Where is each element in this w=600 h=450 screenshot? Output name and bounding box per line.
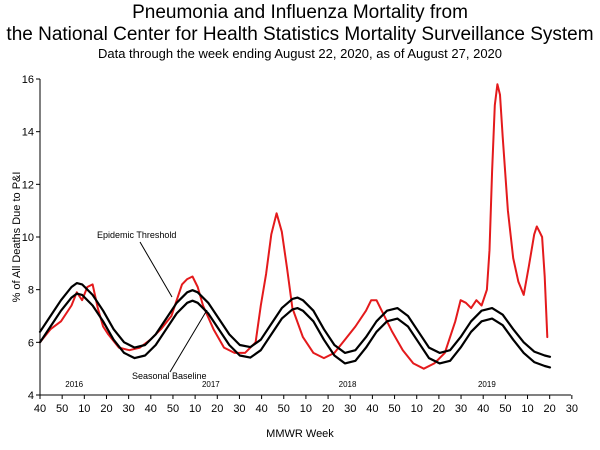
y-tick-label: 4 xyxy=(28,390,34,402)
x-tick-label: 50 xyxy=(499,403,511,415)
x-tick-label: 30 xyxy=(344,403,356,415)
chart-title-line-2: the National Center for Health Statistic… xyxy=(6,24,594,45)
x-tick-label: 40 xyxy=(34,403,46,415)
x-tick-label: 20 xyxy=(100,403,112,415)
seasonal-baseline-line xyxy=(38,292,552,369)
year-label: 2016 xyxy=(65,380,83,389)
threshold-annotation-label: Epidemic Threshold xyxy=(97,230,176,240)
y-axis-label: % of All Deaths Due to P&I xyxy=(11,172,23,303)
y-tick-label: 10 xyxy=(22,232,34,244)
x-tick-label: 20 xyxy=(544,403,556,415)
x-tick-label: 50 xyxy=(278,403,290,415)
x-tick-label: 30 xyxy=(123,403,135,415)
y-tick-label: 6 xyxy=(28,337,34,349)
epidemic-threshold-line xyxy=(38,282,552,358)
x-tick-label: 40 xyxy=(145,403,157,415)
chart-title-line-1: Pneumonia and Influenza Mortality from xyxy=(132,2,468,23)
year-label: 2018 xyxy=(339,380,357,389)
x-tick-label: 30 xyxy=(455,403,467,415)
y-tick-label: 12 xyxy=(22,179,34,191)
x-tick-label: 50 xyxy=(167,403,179,415)
x-axis-label: MMWR Week xyxy=(266,428,334,440)
year-label: 2019 xyxy=(478,380,496,389)
x-tick-label: 40 xyxy=(477,403,489,415)
baseline-annotation-label: Seasonal Baseline xyxy=(132,371,207,381)
x-tick-label: 20 xyxy=(433,403,445,415)
x-tick-label: 30 xyxy=(566,403,578,415)
x-tick-label: 10 xyxy=(411,403,423,415)
x-tick-label: 10 xyxy=(521,403,533,415)
year-label: 2017 xyxy=(202,380,220,389)
chart-subtitle: Data through the week ending August 22, … xyxy=(97,46,503,61)
x-tick-label: 40 xyxy=(366,403,378,415)
x-tick-label: 20 xyxy=(322,403,334,415)
x-tick-label: 20 xyxy=(211,403,223,415)
threshold-annotation-arrow xyxy=(139,241,173,298)
baseline-annotation-arrow xyxy=(169,309,208,373)
y-tick-label: 16 xyxy=(22,74,34,86)
x-tick-label: 10 xyxy=(78,403,90,415)
y-tick-label: 8 xyxy=(28,285,34,297)
x-tick-label: 30 xyxy=(233,403,245,415)
x-tick-label: 50 xyxy=(388,403,400,415)
x-tick-label: 10 xyxy=(189,403,201,415)
y-tick-label: 14 xyxy=(22,127,34,139)
x-tick-label: 40 xyxy=(255,403,267,415)
observed-pi-line xyxy=(39,83,549,370)
x-tick-label: 10 xyxy=(300,403,312,415)
x-tick-label: 50 xyxy=(56,403,68,415)
